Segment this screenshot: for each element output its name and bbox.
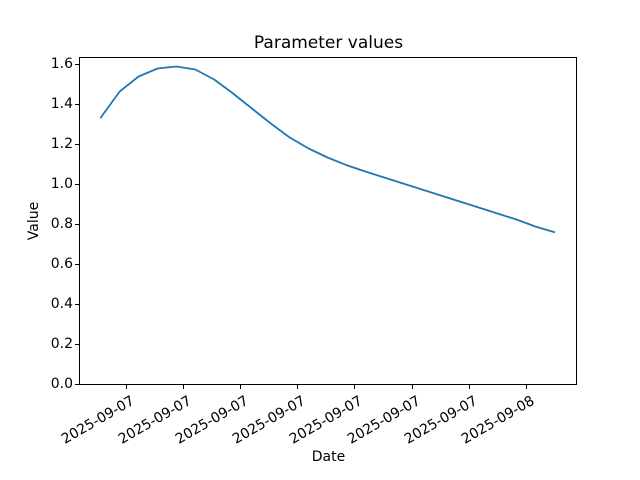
y-tick-label: 1.0 [50,176,73,192]
line-series-plot [99,65,556,234]
y-tick-mark [75,384,79,385]
y-tick-label: 0.8 [50,216,73,232]
y-tick-label: 1.6 [50,56,73,72]
y-tick-mark [75,64,79,65]
x-axis-label: Date [311,449,346,465]
x-tick-mark [354,385,356,389]
y-tick-label: 0.2 [50,336,73,352]
y-tick-mark [75,144,79,145]
y-tick-mark [75,184,79,185]
y-tick-mark [75,304,79,305]
y-tick-label: 0.6 [50,256,73,272]
x-tick-mark [125,385,127,389]
x-tick-mark [297,385,299,389]
y-tick-mark [75,344,79,345]
y-tick-mark [75,224,79,225]
x-tick-mark [411,385,413,389]
x-tick-mark [525,385,527,389]
y-tick-mark [75,104,79,105]
plot-area [79,57,577,385]
y-tick-label: 1.4 [50,96,73,112]
y-tick-label: 0.4 [50,296,73,312]
chart-title: Parameter values [253,33,404,53]
y-tick-label: 0.0 [50,376,73,392]
y-tick-label: 1.2 [50,136,73,152]
y-tick-mark [75,264,79,265]
x-tick-mark [468,385,470,389]
x-tick-mark [240,385,241,389]
x-tick-mark [182,385,184,389]
data-line [99,65,556,234]
